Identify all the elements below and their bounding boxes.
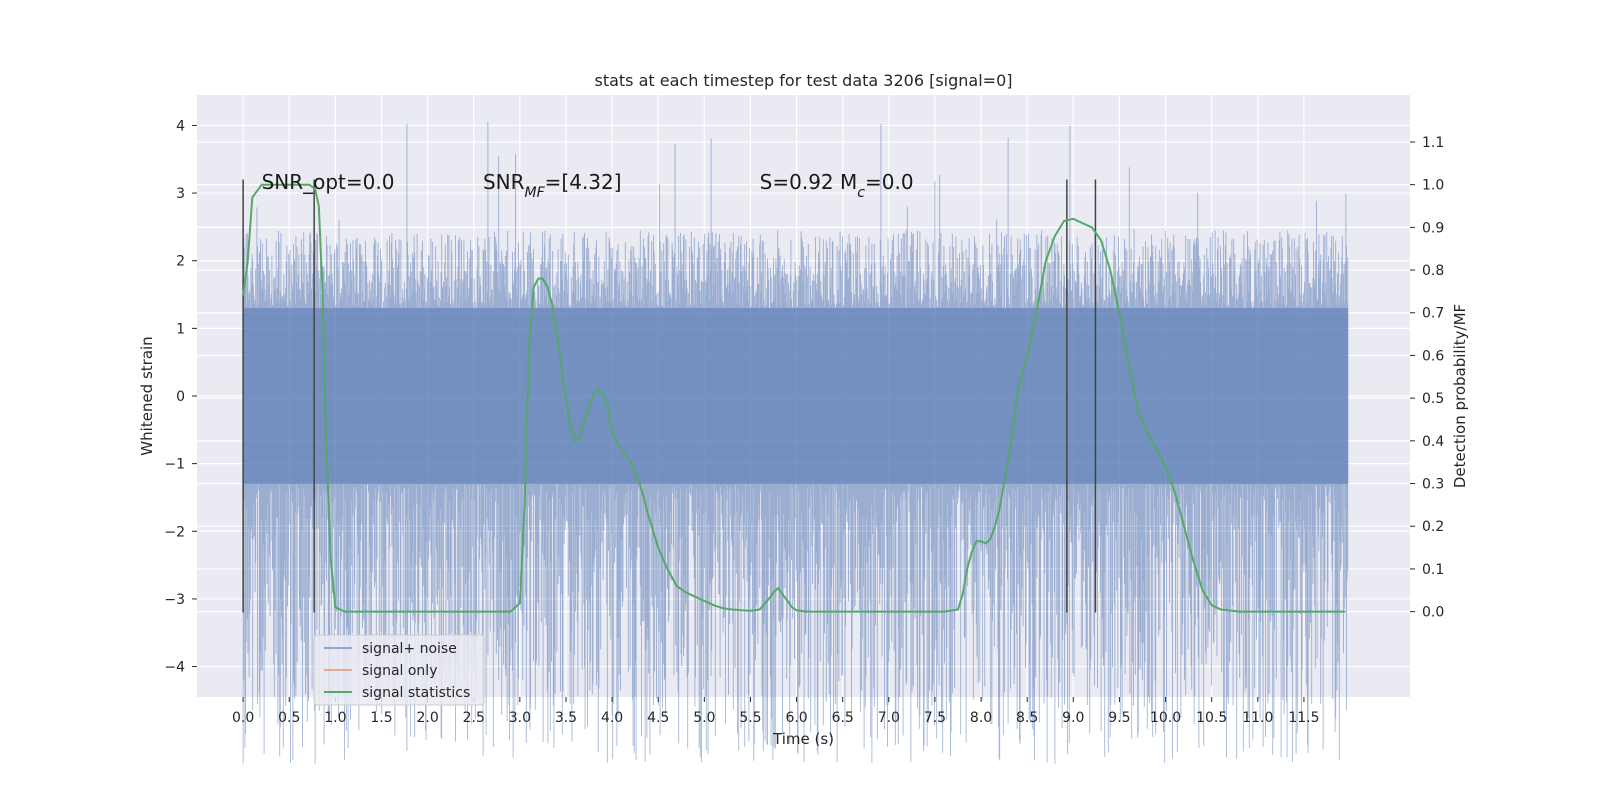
legend-label: signal+ noise	[362, 641, 457, 657]
y-tick-label: 4	[176, 118, 185, 134]
y-tick-label: 0	[176, 389, 185, 405]
x-tick-label: 11.0	[1242, 710, 1273, 726]
y2-tick-label: 0.0	[1422, 605, 1444, 621]
x-tick-label: 4.5	[647, 710, 669, 726]
x-tick-label: 9.5	[1108, 710, 1130, 726]
x-tick-label: 0.5	[278, 710, 300, 726]
x-tick-label: 3.0	[509, 710, 531, 726]
y2-tick-label: 0.7	[1422, 306, 1444, 322]
legend-label: signal only	[362, 663, 437, 679]
x-tick-label: 2.5	[463, 710, 485, 726]
y2-tick-label: 0.2	[1422, 519, 1444, 535]
y-tick-label: 1	[176, 321, 185, 337]
y2-tick-label: 0.9	[1422, 220, 1444, 236]
x-tick-label: 6.0	[785, 710, 807, 726]
y2-tick-label: 0.6	[1422, 348, 1444, 364]
y-tick-label: 2	[176, 254, 185, 270]
y2-tick-label: 0.1	[1422, 562, 1444, 578]
y-axis-label: Whitened strain	[138, 336, 156, 455]
x-tick-label: 2.0	[416, 710, 438, 726]
y2-tick-label: 0.8	[1422, 263, 1444, 279]
y-tick-label: −3	[164, 592, 185, 608]
x-tick-label: 4.0	[601, 710, 623, 726]
chart-title: stats at each timestep for test data 320…	[594, 71, 1012, 90]
x-tick-label: 10.5	[1196, 710, 1227, 726]
y2-tick-label: 1.0	[1422, 178, 1444, 194]
y2-axis-label: Detection probability/MF	[1451, 304, 1469, 488]
x-tick-label: 0.0	[232, 710, 254, 726]
y2-tick-label: 1.1	[1422, 135, 1444, 151]
x-axis-label: Time (s)	[772, 730, 834, 748]
x-tick-label: 3.5	[555, 710, 577, 726]
y-tick-label: −2	[164, 524, 185, 540]
y-tick-label: −1	[164, 457, 185, 473]
x-tick-label: 7.0	[878, 710, 900, 726]
annotation-text: SNR_opt=0.0	[262, 170, 395, 194]
y2-tick-label: 0.3	[1422, 477, 1444, 493]
legend: signal+ noise signal only signal statistic…	[314, 635, 484, 705]
y-tick-label: 3	[176, 186, 185, 202]
x-tick-label: 7.5	[924, 710, 946, 726]
x-tick-label: 11.5	[1288, 710, 1319, 726]
legend-label: signal statistics	[362, 685, 470, 701]
y2-tick-label: 0.4	[1422, 434, 1444, 450]
x-tick-label: 5.5	[739, 710, 761, 726]
x-tick-label: 9.0	[1062, 710, 1084, 726]
x-tick-label: 5.0	[693, 710, 715, 726]
y-tick-label: −4	[164, 660, 185, 676]
x-tick-label: 1.5	[370, 710, 392, 726]
x-tick-label: 10.0	[1150, 710, 1181, 726]
x-tick-label: 1.0	[324, 710, 346, 726]
x-tick-label: 8.5	[1016, 710, 1038, 726]
y2-tick-label: 0.5	[1422, 391, 1444, 407]
x-tick-label: 8.0	[970, 710, 992, 726]
x-tick-label: 6.5	[832, 710, 854, 726]
